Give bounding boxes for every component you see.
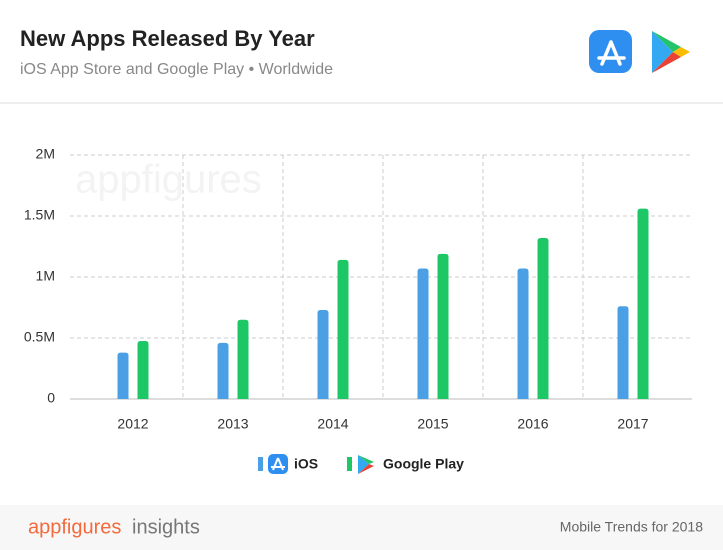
footer-brand-suffix: insights <box>132 516 200 538</box>
footer <box>0 505 723 550</box>
chart-subtitle: iOS App Store and Google Play • Worldwid… <box>20 61 333 78</box>
watermark: appfigures <box>75 158 262 202</box>
legend-icon <box>268 454 288 474</box>
bar <box>337 259 349 399</box>
bar <box>517 268 529 399</box>
y-tick-label: 1M <box>36 268 55 284</box>
x-tick-label: 2015 <box>417 416 448 432</box>
bar <box>637 208 649 399</box>
y-tick-label: 2M <box>36 146 55 162</box>
legend-icon <box>358 455 369 474</box>
footer-note: Mobile Trends for 2018 <box>560 519 703 535</box>
x-tick-label: 2017 <box>617 416 648 432</box>
bar <box>217 342 229 399</box>
legend: iOS Google Play <box>258 454 464 474</box>
footer-brand: appfigures <box>28 516 121 538</box>
bar <box>537 237 549 399</box>
x-tick-label: 2013 <box>217 416 248 432</box>
bar <box>617 306 629 399</box>
legend-swatch <box>347 457 352 471</box>
y-tick-label: 0.5M <box>24 329 55 345</box>
bar <box>437 253 449 399</box>
x-tick-label: 2014 <box>317 416 348 432</box>
bar <box>137 341 149 399</box>
legend-swatch <box>258 457 263 471</box>
chart-title: New Apps Released By Year <box>20 26 315 51</box>
bar <box>317 309 329 399</box>
bar <box>117 352 129 399</box>
bar <box>237 319 249 399</box>
y-tick-label: 1.5M <box>24 207 55 223</box>
legend-label: iOS <box>294 456 318 472</box>
y-tick-label: 0 <box>47 390 55 406</box>
legend-label: Google Play <box>383 456 464 472</box>
google-play-icon <box>652 31 690 73</box>
x-tick-label: 2016 <box>517 416 548 432</box>
x-tick-label: 2012 <box>117 416 148 432</box>
bar <box>417 268 429 399</box>
app-store-icon <box>589 30 632 73</box>
